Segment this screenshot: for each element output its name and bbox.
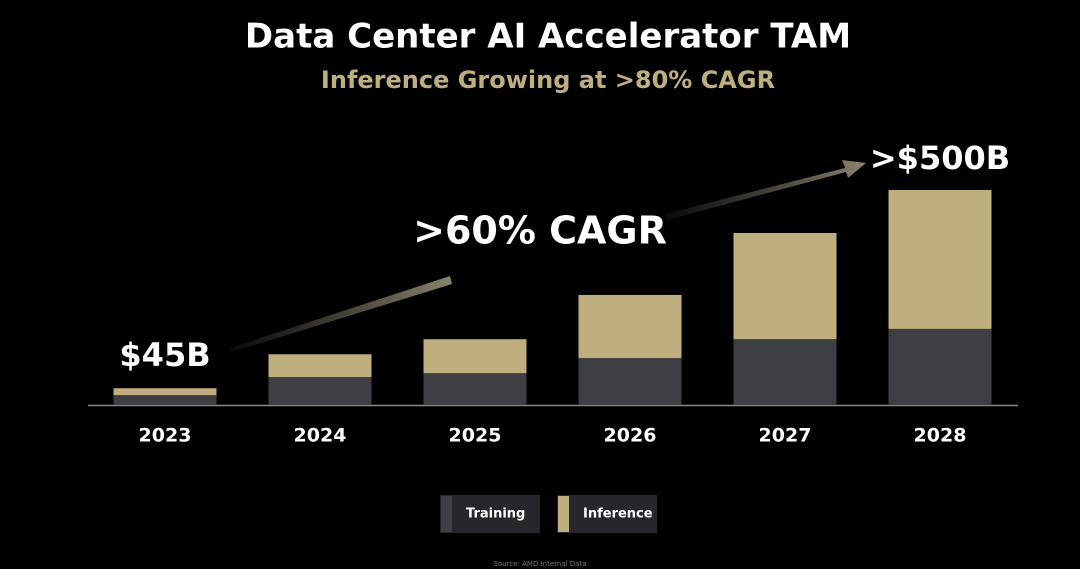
bar-segment <box>423 373 527 405</box>
source-note: Source: AMD Internal Data <box>494 560 587 568</box>
annotation: >60% CAGR <box>413 209 667 253</box>
bar-segment <box>888 328 992 405</box>
annotation: $45B <box>119 336 210 374</box>
legend-box <box>440 495 540 533</box>
bar-segment <box>733 339 837 405</box>
trend-arrow <box>230 276 452 352</box>
x-tick-label: 2026 <box>604 425 657 447</box>
legend-box <box>557 495 657 533</box>
x-tick-label: 2027 <box>759 425 812 447</box>
x-tick-label: 2028 <box>914 425 967 447</box>
x-tick-label: 2024 <box>294 425 347 447</box>
bar-segment <box>733 233 837 340</box>
bar-segment <box>113 395 217 405</box>
legend-label: Training <box>466 507 525 522</box>
bar-segment <box>268 354 372 378</box>
chart-subtitle: Inference Growing at >80% CAGR <box>321 66 775 94</box>
bar-segment <box>423 339 527 374</box>
bar-segment <box>113 388 217 396</box>
chart-title: Data Center AI Accelerator TAM <box>245 17 851 57</box>
trend-arrow <box>665 160 866 220</box>
bar-segment <box>578 358 682 405</box>
legend-swatch <box>441 496 452 532</box>
annotation: >$500B <box>870 139 1010 177</box>
bar-segment <box>578 294 682 359</box>
bar-segment <box>268 377 372 405</box>
legend-swatch <box>558 496 569 532</box>
bar-segment <box>888 190 992 329</box>
x-tick-label: 2025 <box>449 425 502 447</box>
x-tick-label: 2023 <box>139 425 192 447</box>
legend-label: Inference <box>583 507 653 522</box>
